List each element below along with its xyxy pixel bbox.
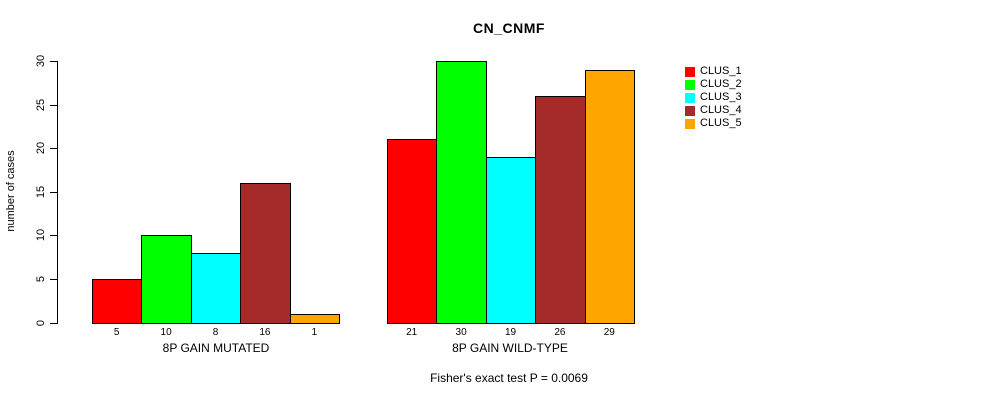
bar-clus_4-group2 [535,96,586,324]
y-axis-label: number of cases [5,150,17,232]
bar-value-label: 30 [455,327,467,338]
chart-title: CN_CNMF [473,20,545,36]
legend-entry: CLUS_2 [685,78,742,91]
bar-clus_5-group2 [584,70,635,324]
bar-value-label: 16 [259,327,271,338]
legend-label: CLUS_4 [700,104,742,116]
legend-swatch-clus-2 [685,79,695,90]
y-axis-line [57,61,58,324]
y-axis-tick [50,235,57,236]
y-axis-tick [50,192,57,193]
group-label-mutated: 8P GAIN MUTATED [162,341,270,355]
legend-label: CLUS_3 [700,91,742,103]
bar-value-label: 29 [603,327,615,338]
legend-swatch-clus-1 [685,66,695,77]
bar-clus_1-group2 [387,139,438,324]
bar-clus_5-group1 [289,314,340,324]
legend-entry: CLUS_3 [685,91,742,104]
legend-swatch-clus-5 [685,118,695,129]
y-tick-label: 20 [35,141,47,155]
y-axis-tick [50,323,57,324]
group-label-wild-type: 8P GAIN WILD-TYPE [452,341,568,355]
bar-clus_4-group1 [240,183,291,324]
legend-entry: CLUS_5 [685,117,742,130]
y-axis-tick [50,279,57,280]
bar-value-label: 8 [212,327,219,338]
y-tick-label: 30 [35,54,47,68]
legend: CLUS_1 CLUS_2 CLUS_3 CLUS_4 CLUS_5 [685,65,742,130]
bar-clus_2-group1 [141,235,192,324]
legend-swatch-clus-4 [685,105,695,116]
y-tick-label: 5 [35,275,47,283]
legend-label: CLUS_2 [700,78,742,90]
bar-value-label: 21 [406,327,418,338]
bar-value-label: 5 [113,327,120,338]
y-axis-tick [50,61,57,62]
legend-entry: CLUS_4 [685,104,742,117]
legend-entry: CLUS_1 [685,65,742,78]
bar-clus_1-group1 [92,279,143,324]
bar-clus_3-group2 [485,157,537,324]
y-axis-tick [50,148,57,149]
legend-swatch-clus-3 [685,92,695,103]
y-tick-label: 15 [35,185,47,199]
bar-value-label: 26 [554,327,566,338]
bar-clus_2-group2 [436,61,487,324]
y-axis-tick [50,105,57,106]
bar-value-label: 10 [160,327,172,338]
bar-clus_3-group1 [190,253,242,324]
bar-value-label: 19 [504,327,517,338]
y-tick-label: 10 [35,228,47,242]
y-tick-label: 25 [35,98,47,112]
y-tick-label: 0 [35,319,47,327]
legend-label: CLUS_1 [700,65,742,77]
bar-value-label: 1 [311,327,318,338]
fisher-test-annotation: Fisher's exact test P = 0.0069 [430,371,588,385]
legend-label: CLUS_5 [700,117,742,129]
